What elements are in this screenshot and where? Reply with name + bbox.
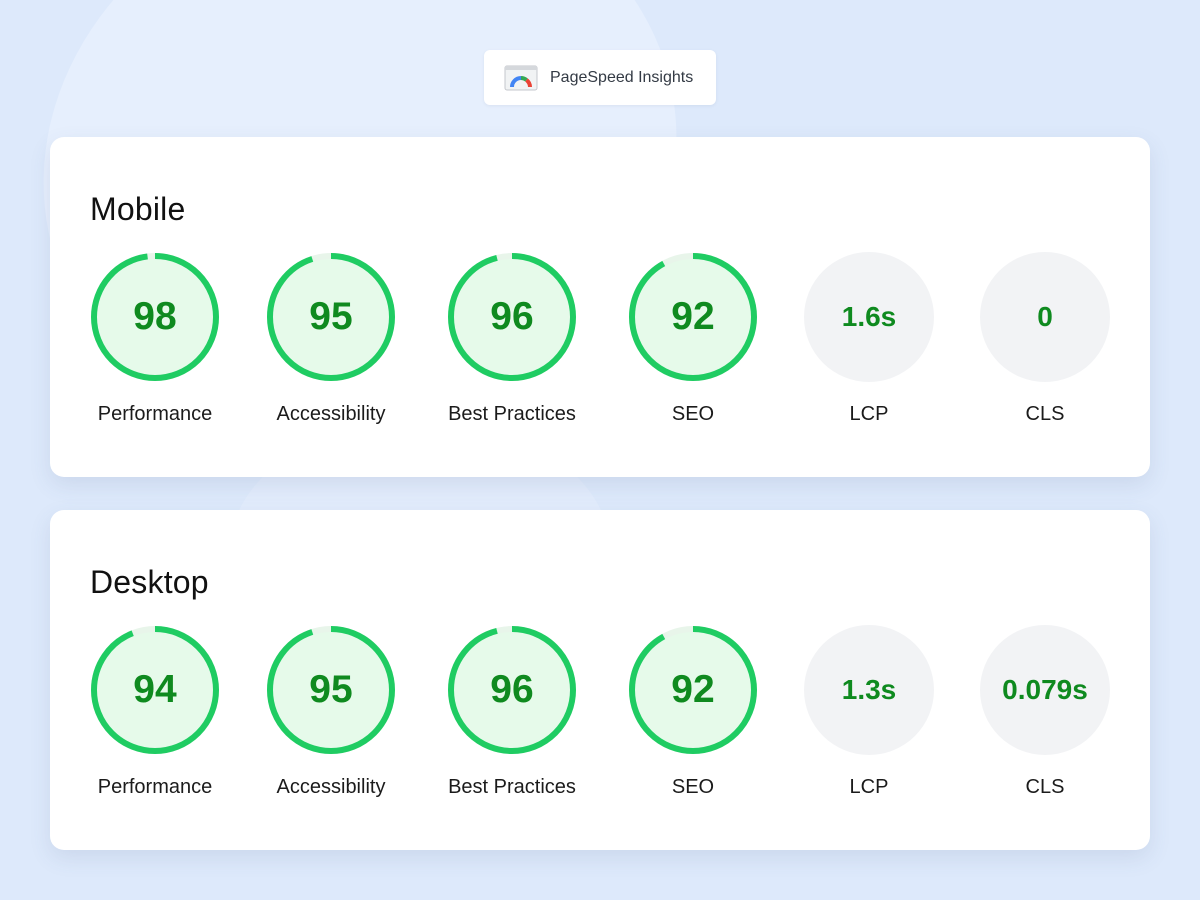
score-value: 96: [490, 668, 534, 711]
score-gauge: 96: [446, 624, 578, 756]
score-value: 95: [309, 295, 353, 338]
vital-value: 1.3s: [841, 674, 897, 705]
metric-label: SEO: [671, 776, 715, 798]
score-gauge: 94: [89, 624, 221, 756]
desktop-accessibility-metric: 95 Accessibility: [241, 624, 421, 799]
metric-label: CLS: [1025, 776, 1065, 798]
metric-label: Performance: [97, 403, 213, 425]
metric-label: SEO: [671, 403, 715, 425]
desktop-best-practices-metric: 96 Best Practices: [422, 624, 602, 799]
desktop-seo-metric: 92 SEO: [603, 624, 783, 799]
score-value: 98: [133, 295, 177, 338]
vital-circle: [980, 252, 1110, 382]
metric-label: Best Practices: [448, 403, 576, 425]
vital-gauge: 0.079s: [979, 624, 1111, 756]
gauge-ring: [91, 253, 219, 381]
pagespeed-gauge-icon: [504, 65, 538, 90]
mobile-lcp-metric: 1.6s LCP: [779, 251, 959, 426]
mobile-performance-metric: 98 Performance: [65, 251, 245, 426]
gauge-ring: [448, 253, 576, 381]
metric-label: Performance: [97, 776, 213, 798]
score-gauge: 92: [627, 624, 759, 756]
badge-title: PageSpeed Insights: [550, 68, 694, 86]
gauge-ring: [91, 626, 219, 754]
vital-gauge: 1.6s: [803, 251, 935, 383]
score-value: 96: [490, 295, 534, 338]
score-value: 92: [671, 668, 715, 711]
pagespeed-badge: PageSpeed Insights: [484, 50, 716, 105]
gauge-ring: [448, 626, 576, 754]
score-value: 92: [671, 295, 715, 338]
desktop-lcp-metric: 1.3s LCP: [779, 624, 959, 799]
vital-value: 1.6s: [841, 301, 897, 332]
score-gauge: 92: [627, 251, 759, 383]
score-gauge: 96: [446, 251, 578, 383]
gauge-ring: [629, 626, 757, 754]
vital-gauge: 1.3s: [803, 624, 935, 756]
mobile-seo-metric: 92 SEO: [603, 251, 783, 426]
mobile-card: Mobile 98 Performance 95 Accessibility: [50, 137, 1150, 477]
gauge-ring: [267, 253, 395, 381]
metric-label: Accessibility: [276, 403, 386, 425]
metric-label: Accessibility: [276, 776, 386, 798]
vital-value: 0: [1037, 301, 1053, 332]
mobile-accessibility-metric: 95 Accessibility: [241, 251, 421, 426]
vital-gauge: 0: [979, 251, 1111, 383]
score-value: 95: [309, 668, 353, 711]
score-gauge: 95: [265, 251, 397, 383]
desktop-cls-metric: 0.079s CLS: [955, 624, 1135, 799]
mobile-section-title: Mobile: [90, 191, 186, 227]
metric-label: Best Practices: [448, 776, 576, 798]
metric-label: LCP: [849, 776, 889, 798]
desktop-section-title: Desktop: [90, 564, 209, 600]
metric-label: LCP: [849, 403, 889, 425]
mobile-best-practices-metric: 96 Best Practices: [422, 251, 602, 426]
score-gauge: 98: [89, 251, 221, 383]
vital-circle: [804, 625, 934, 755]
gauge-ring: [629, 253, 757, 381]
vital-circle: [804, 252, 934, 382]
desktop-card: Desktop 94 Performance 95 Accessibility: [50, 510, 1150, 850]
score-value: 94: [133, 668, 177, 711]
mobile-cls-metric: 0 CLS: [955, 251, 1135, 426]
vital-value: 0.079s: [1002, 674, 1088, 705]
desktop-performance-metric: 94 Performance: [65, 624, 245, 799]
gauge-ring: [267, 626, 395, 754]
score-gauge: 95: [265, 624, 397, 756]
metric-label: CLS: [1025, 403, 1065, 425]
vital-circle: [980, 625, 1110, 755]
